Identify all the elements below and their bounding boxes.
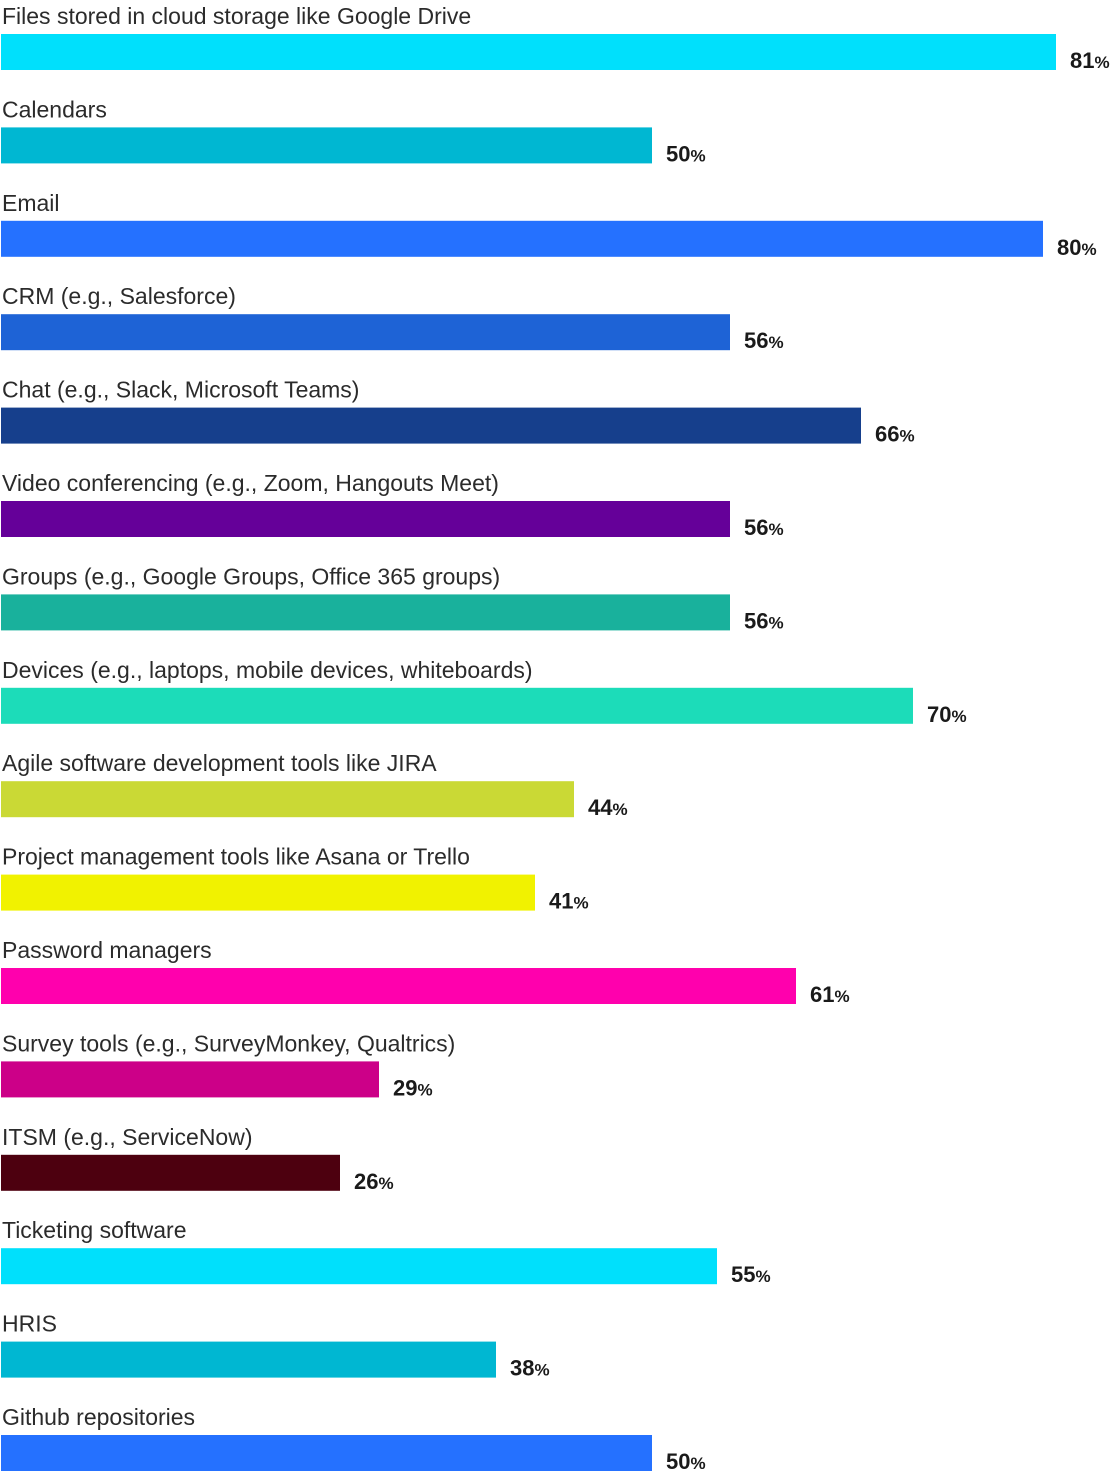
data-label-unit: %: [417, 1080, 432, 1099]
data-label-value: 44: [588, 795, 613, 820]
bar-row: Calendars 50%: [1, 96, 706, 166]
category-label: Calendars: [2, 96, 107, 122]
bar: [1, 407, 861, 444]
category-label: CRM (e.g., Salesforce): [2, 283, 236, 309]
bar-row: Project management tools like Asana or T…: [1, 844, 589, 914]
data-label: 80%: [1057, 235, 1097, 260]
data-label-unit: %: [690, 1454, 705, 1473]
data-label-value: 26: [354, 1169, 378, 1194]
bar-row: Email 80%: [1, 190, 1097, 260]
bar-row: ITSM (e.g., ServiceNow) 26%: [1, 1124, 394, 1194]
category-label: Password managers: [2, 937, 212, 963]
data-label-unit: %: [1081, 240, 1096, 259]
data-label-value: 80: [1057, 235, 1081, 260]
bar-row: HRIS 38%: [1, 1311, 550, 1381]
category-label: Ticketing software: [2, 1217, 187, 1243]
bar: [1, 781, 574, 818]
bar-row: Chat (e.g., Slack, Microsoft Teams) 66%: [1, 377, 915, 447]
bar: [1, 34, 1056, 70]
data-label-unit: %: [612, 800, 627, 819]
bar: [1, 220, 1043, 257]
data-label-value: 29: [393, 1075, 417, 1100]
bar-row: Devices (e.g., laptops, mobile devices, …: [1, 657, 967, 727]
bar: [1, 1341, 496, 1378]
data-label-unit: %: [768, 613, 783, 632]
data-label-value: 41: [549, 889, 573, 914]
category-label: Video conferencing (e.g., Zoom, Hangouts…: [2, 470, 499, 496]
data-label-value: 56: [744, 328, 768, 353]
data-label-unit: %: [834, 987, 849, 1006]
category-label: Project management tools like Asana or T…: [2, 844, 470, 870]
data-label: 61%: [810, 982, 850, 1007]
data-label-value: 50: [666, 141, 690, 166]
data-label-value: 66: [875, 422, 899, 447]
data-label-unit: %: [534, 1361, 549, 1380]
category-label: Chat (e.g., Slack, Microsoft Teams): [2, 377, 359, 403]
data-label-unit: %: [768, 333, 783, 352]
data-label: 41%: [549, 889, 589, 914]
data-label: 44%: [588, 795, 628, 820]
data-label-unit: %: [378, 1174, 393, 1193]
bar-row: Survey tools (e.g., SurveyMonkey, Qualtr…: [1, 1030, 455, 1100]
category-label: HRIS: [2, 1311, 57, 1337]
bar: [1, 314, 730, 351]
data-label-value: 56: [744, 515, 768, 540]
data-label-unit: %: [755, 1267, 770, 1286]
data-label-unit: %: [690, 146, 705, 165]
bar: [1, 874, 535, 911]
category-label: Agile software development tools like JI…: [2, 750, 437, 776]
data-label-value: 81: [1070, 48, 1094, 73]
category-label: Survey tools (e.g., SurveyMonkey, Qualtr…: [2, 1030, 455, 1056]
data-label: 38%: [510, 1356, 550, 1381]
bar: [1, 594, 730, 631]
bar: [1, 1061, 379, 1098]
bar-row: Github repositories 50%: [1, 1404, 706, 1474]
bar-row: Files stored in cloud storage like Googl…: [1, 3, 1110, 73]
data-label-unit: %: [951, 707, 966, 726]
bar-row: Ticketing software 55%: [1, 1217, 771, 1287]
data-label: 50%: [666, 141, 706, 166]
category-label: Devices (e.g., laptops, mobile devices, …: [2, 657, 533, 683]
data-label: 55%: [731, 1262, 771, 1287]
data-label: 56%: [744, 608, 784, 633]
category-label: Groups (e.g., Google Groups, Office 365 …: [2, 563, 500, 589]
bar-row: Agile software development tools like JI…: [1, 750, 628, 820]
data-label: 81%: [1070, 48, 1110, 73]
data-label-value: 38: [510, 1356, 534, 1381]
data-label-value: 56: [744, 608, 768, 633]
category-label: Files stored in cloud storage like Googl…: [2, 3, 471, 29]
data-label-unit: %: [768, 520, 783, 539]
category-label: ITSM (e.g., ServiceNow): [2, 1124, 253, 1150]
bar: [1, 1248, 717, 1285]
bar-row: Groups (e.g., Google Groups, Office 365 …: [1, 563, 784, 633]
data-label: 56%: [744, 515, 784, 540]
bar-row: Password managers 61%: [1, 937, 850, 1007]
bar: [1, 501, 730, 537]
data-label: 50%: [666, 1449, 706, 1474]
bar-row: CRM (e.g., Salesforce) 56%: [1, 283, 784, 353]
bar-row: Video conferencing (e.g., Zoom, Hangouts…: [1, 470, 784, 540]
data-label: 70%: [927, 702, 967, 727]
data-label: 26%: [354, 1169, 394, 1194]
bar: [1, 1154, 340, 1191]
category-label: Email: [2, 190, 60, 216]
data-label: 56%: [744, 328, 784, 353]
bar: [1, 1435, 652, 1471]
data-label-value: 55: [731, 1262, 755, 1287]
data-label-value: 61: [810, 982, 834, 1007]
category-label: Github repositories: [2, 1404, 195, 1430]
data-label: 29%: [393, 1075, 433, 1100]
data-label: 66%: [875, 422, 915, 447]
data-label-value: 70: [927, 702, 951, 727]
data-label-unit: %: [573, 894, 588, 913]
bar: [1, 127, 652, 164]
bar: [1, 687, 913, 724]
data-label-unit: %: [1094, 53, 1109, 72]
data-label-value: 50: [666, 1449, 690, 1474]
bar: [1, 968, 796, 1004]
data-label-unit: %: [899, 427, 914, 446]
